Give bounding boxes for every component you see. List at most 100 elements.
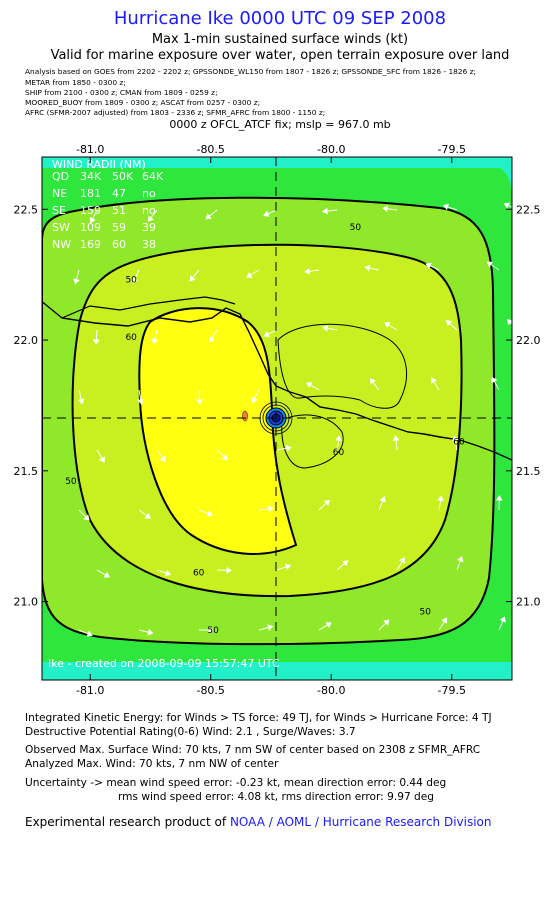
wind-vector-head [322, 207, 328, 215]
wind-radii-header: 64K [142, 170, 164, 183]
y-tick-label-left: 22.0 [14, 334, 39, 347]
wind-vector-head [437, 495, 444, 502]
x-tick-label-bottom: -80.5 [196, 684, 224, 697]
y-tick-label-right: 21.0 [516, 596, 541, 609]
contour-label: 50 [125, 276, 137, 286]
wind-vector-head [206, 510, 213, 517]
x-tick-label-top: -80.0 [317, 143, 345, 156]
wind-vector-head [425, 262, 432, 270]
wind-vector-head [263, 210, 270, 217]
wind-radii-cell: 59 [112, 221, 126, 234]
wind-vector-head [159, 455, 166, 463]
y-tick-label-left: 22.5 [14, 203, 39, 216]
60kt-wind-area-east [278, 324, 407, 409]
wind-radii-cell: SE [52, 204, 66, 217]
creation-watermark: Ike - created on 2008-09-09 15:57:47 UTC [48, 657, 280, 670]
x-tick-label-bottom: -80.0 [317, 684, 345, 697]
analyzed-max-stat: Analyzed Max. Wind: 70 kts, 7 nm NW of c… [25, 758, 279, 770]
wind-vector-head [335, 435, 342, 442]
dpr-stat: Destructive Potential Rating(0-6) Wind: … [25, 726, 356, 738]
contour-label: 50 [207, 626, 219, 636]
wind-radii-cell: 51 [112, 204, 126, 217]
wind-vector-head [341, 560, 349, 567]
wind-vector-head [147, 215, 154, 222]
wind-vector-head [251, 396, 258, 404]
wind-contour-line [277, 323, 408, 409]
wind-contour-line [281, 414, 344, 469]
source-line: METAR from 1850 - 0300 z; [25, 78, 126, 87]
60kt-wind-area-southeast [281, 414, 344, 468]
wind-radii-cell: SW [52, 221, 70, 234]
hurricane-wind-area [139, 308, 296, 554]
wind-vector-head [209, 336, 215, 343]
contour-label: 50 [420, 608, 432, 618]
wind-vector-head [503, 202, 511, 209]
wind-radii-cell: NE [52, 187, 67, 200]
wind-vector-head [383, 619, 390, 626]
uncertainty-mean-stat: Uncertainty -> mean wind speed error: -0… [25, 777, 447, 789]
source-line: Analysis based on GOES from 2202 - 2202 … [25, 67, 476, 76]
wind-vector-head [92, 339, 100, 345]
wind-vector-head [267, 624, 274, 631]
wind-vector-head [306, 382, 313, 389]
wind-vector-head [431, 377, 437, 384]
y-tick-label-right: 21.5 [516, 465, 541, 478]
x-tick-label-bottom: -79.5 [438, 684, 466, 697]
wind-vector-head [263, 330, 270, 338]
subtitle-exposure: Valid for marine exposure over water, op… [50, 48, 510, 63]
contour-label: 60 [453, 438, 465, 448]
wind-vector-head [442, 203, 450, 211]
y-tick-label-right: 22.0 [516, 334, 541, 347]
wind-vector-head [205, 213, 212, 220]
wind-vector-head [137, 398, 145, 405]
wind-radii-cell: 159 [80, 204, 101, 217]
wind-vector-head [325, 622, 332, 629]
wind-vector-head [226, 566, 232, 574]
wind-radii-cell: 109 [80, 221, 101, 234]
wind-vector-head [189, 275, 196, 282]
wind-vector-head [304, 267, 311, 275]
wind-contour-line [71, 243, 463, 598]
source-line: MOORED_BUOY from 1809 - 0300 z; ASCAT fr… [25, 98, 261, 107]
contour-label: 60 [193, 568, 205, 578]
wind-radii-cell: 181 [80, 187, 101, 200]
contour-label: 50 [350, 223, 362, 233]
coastline-north [61, 296, 236, 319]
wind-radii-cell: 39 [142, 221, 156, 234]
wind-radii-header: 50K [112, 170, 134, 183]
wind-radii-cell: 60 [112, 238, 126, 251]
wind-radii-title: WIND RADII (NM) [52, 158, 146, 171]
wind-vector [517, 556, 520, 570]
subtitle-variable: Max 1-min sustained surface winds (kt) [151, 32, 409, 47]
wind-vector-head [246, 271, 253, 278]
x-tick-label-top: -80.5 [196, 143, 224, 156]
wind-vector-head [144, 512, 152, 519]
wind-vector-head [103, 571, 110, 578]
contour-label: 60 [333, 448, 345, 458]
wind-vector-head [445, 320, 453, 327]
wind-vector-head [369, 378, 376, 385]
max-wind-marker [242, 410, 248, 422]
credit-line: Experimental research product of NOAA / … [25, 815, 492, 829]
source-line: SHIP from 2100 - 0300 z; CMAN from 1809 … [25, 88, 218, 97]
wind-radii-cell: 169 [80, 238, 101, 251]
wind-vector-head [89, 216, 96, 224]
page-title: Hurricane Ike 0000 UTC 09 SEP 2008 [113, 8, 447, 29]
wind-vector-head [131, 277, 139, 284]
wind-vector-head [451, 435, 459, 442]
ike-stat: Integrated Kinetic Energy: for Winds > T… [25, 712, 492, 724]
wind-vector-head [441, 617, 447, 624]
x-tick-label-top: -81.0 [76, 143, 104, 156]
wind-vector-head [285, 444, 292, 452]
wind-vector-head [495, 495, 503, 501]
wind-contour-line [42, 196, 496, 646]
wind-vector-head [196, 399, 203, 405]
center-fix-line: 0000 z OFCL_ATCF fix; mslp = 967.0 mb [169, 118, 391, 131]
wind-vector-head [511, 439, 512, 442]
wind-radii-header: QD [52, 170, 69, 183]
wind-vector-head [77, 398, 85, 405]
credit-organization-link[interactable]: NOAA / AOML / Hurricane Research Divisio… [229, 815, 492, 829]
wind-radii-header: 34K [80, 170, 102, 183]
source-line: AFRC (SFMR-2007 adjusted) from 1803 - 23… [25, 108, 326, 117]
wind-vector-head [208, 626, 214, 634]
